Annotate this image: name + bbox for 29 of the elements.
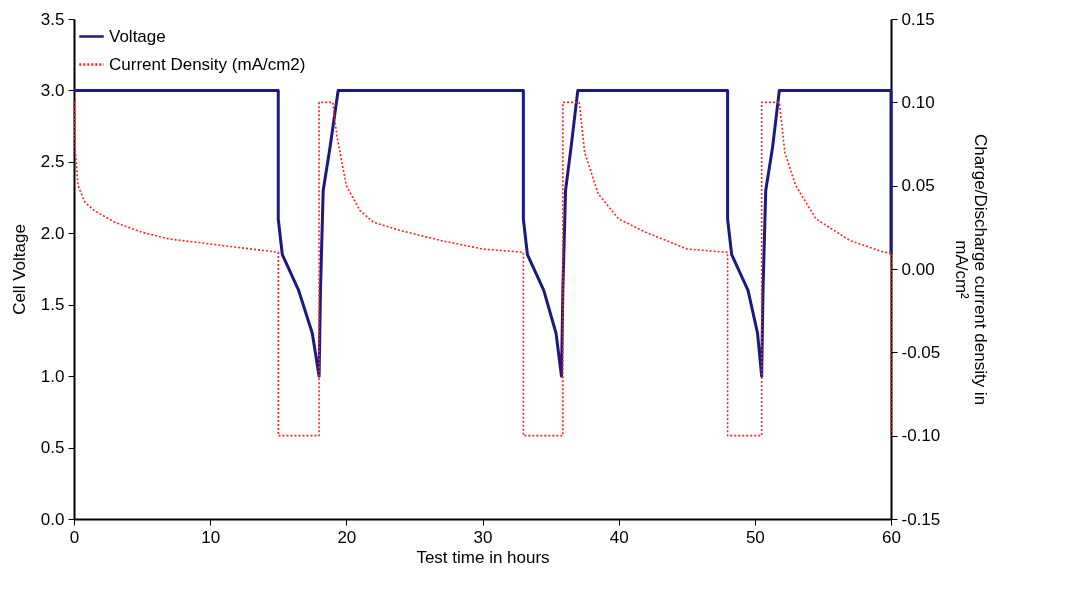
x-tick-label: 0 — [69, 527, 80, 547]
y2-tick-label: -0.05 — [901, 342, 941, 362]
y2-axis-title: Charge/Discharge current density in mA/cm² — [952, 133, 991, 406]
x-tick-label: 30 — [473, 527, 493, 547]
legend-label: Voltage — [109, 26, 166, 46]
x-tick-label: 40 — [609, 527, 629, 547]
x-tick-label: 60 — [882, 527, 901, 547]
y-tick-label: 3.5 — [40, 9, 65, 29]
y2-tick-label: -0.10 — [901, 426, 941, 446]
y-tick-label: 3.0 — [40, 80, 65, 100]
y-tick-label: 2.0 — [40, 223, 65, 243]
y2-tick-label: 0.00 — [901, 259, 935, 279]
y2-tick-label: 0.10 — [901, 92, 935, 112]
x-tick-label: 50 — [745, 527, 765, 547]
y-tick-label: 2.5 — [40, 152, 65, 172]
x-tick-label: 20 — [337, 527, 357, 547]
y2-tick-label: -0.15 — [901, 509, 941, 529]
y-tick-label: 0.0 — [40, 509, 65, 529]
x-axis-title: Test time in hours — [416, 547, 550, 567]
y-tick-label: 1.5 — [40, 295, 65, 315]
y-axis-title: Cell Voltage — [9, 224, 29, 315]
y2-tick-label: 0.15 — [901, 9, 935, 29]
line-series — [72, 88, 893, 378]
legend-label: Current Density (mA/cm2) — [109, 54, 306, 74]
x-tick-label: 10 — [201, 527, 221, 547]
y-tick-label: 0.5 — [40, 438, 65, 458]
y2-tick-label: 0.05 — [901, 176, 935, 196]
y-tick-label: 1.0 — [40, 366, 65, 386]
line-series — [73, 101, 892, 437]
